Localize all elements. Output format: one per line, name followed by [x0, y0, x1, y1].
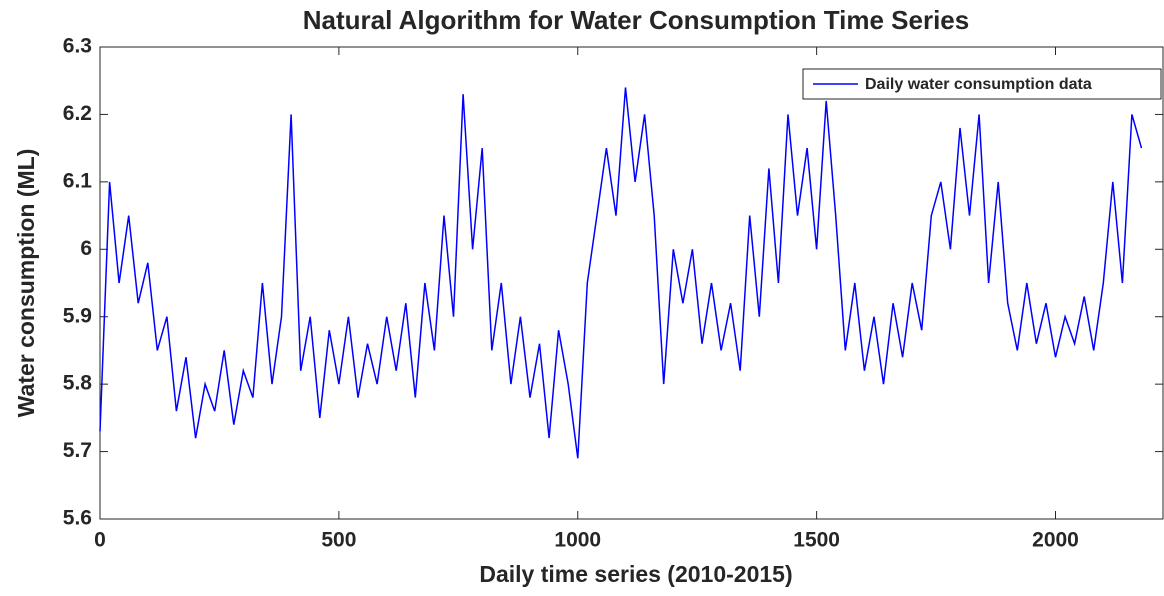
x-tick-label: 2000: [1032, 529, 1079, 552]
x-axis-label: Daily time series (2010-2015): [479, 561, 792, 587]
y-tick-label: 5.8: [63, 372, 93, 395]
y-axis-label: Water consumption (ML): [13, 149, 39, 418]
y-tick-label: 6.2: [63, 102, 92, 125]
x-tick-label: 1500: [793, 529, 840, 552]
y-tick-label: 5.6: [63, 507, 92, 530]
legend-box: [802, 68, 1162, 100]
y-tick-label: 5.7: [63, 439, 92, 462]
plot-frame: [99, 46, 1164, 520]
x-tick-label: 0: [94, 529, 106, 552]
x-tick-label: 500: [321, 529, 356, 552]
y-tick-label: 6.1: [63, 169, 93, 192]
y-tick-label: 5.9: [63, 304, 92, 327]
legend-label: Daily water consumption data: [865, 76, 1092, 93]
x-tick-label: 1000: [554, 529, 601, 552]
chart-title: Natural Algorithm for Water Consumption …: [303, 5, 969, 35]
y-tick-label: 6.3: [63, 35, 92, 58]
y-tick-label: 6: [80, 237, 92, 260]
series-line: [99, 87, 1143, 459]
